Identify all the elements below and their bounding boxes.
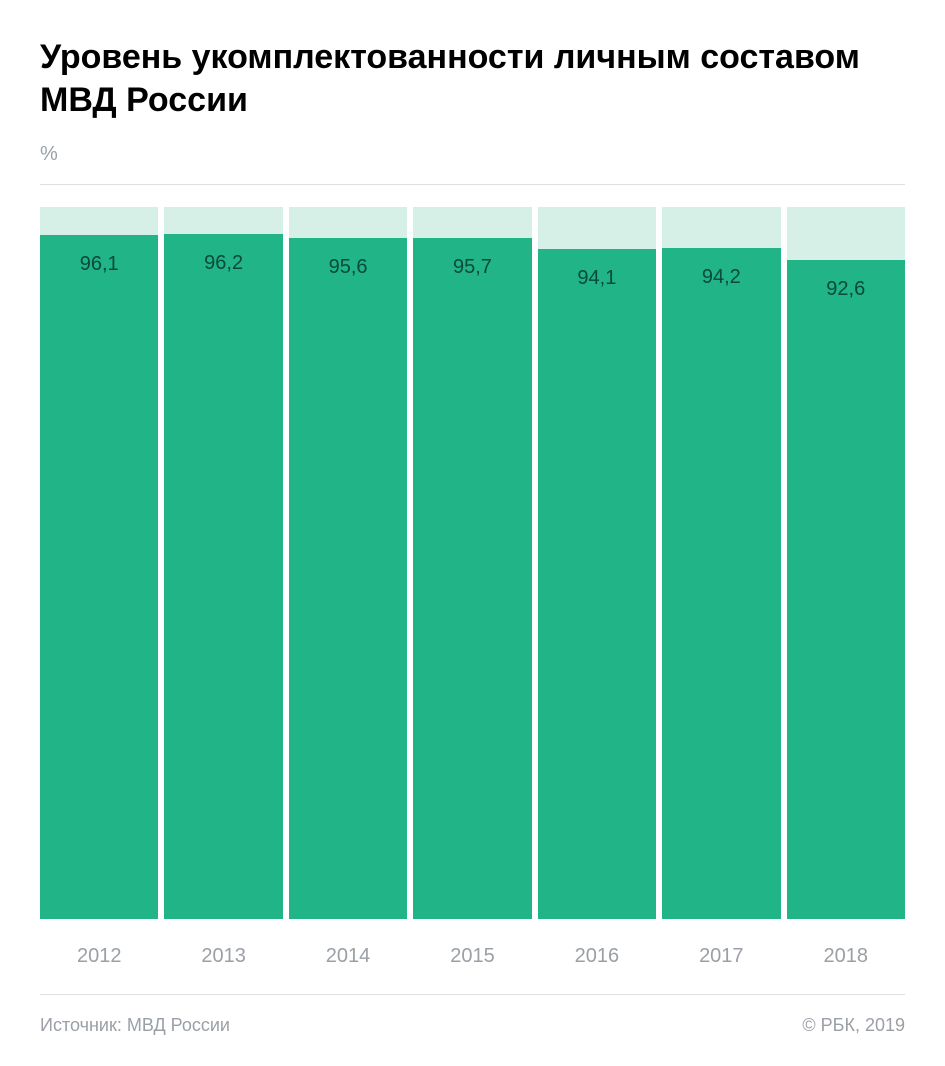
bar-foreground: 96,2	[164, 234, 282, 919]
chart-title: Уровень укомплектованности личным состав…	[40, 36, 905, 121]
x-tick-label: 2014	[289, 945, 407, 968]
bar-column: 94,2	[662, 207, 780, 919]
bar-value-label: 95,6	[289, 256, 407, 279]
bar-value-label: 94,1	[538, 267, 656, 290]
bar-value-label: 94,2	[662, 266, 780, 289]
bar-column: 95,6	[289, 207, 407, 919]
bar-value-label: 96,1	[40, 253, 158, 276]
bar-column: 92,6	[787, 207, 905, 919]
source-label: Источник: МВД России	[40, 1015, 230, 1036]
x-tick-label: 2013	[164, 945, 282, 968]
bar-foreground: 95,7	[413, 238, 531, 919]
bar-column: 95,7	[413, 207, 531, 919]
chart-area: 96,196,295,695,794,194,292,6 20122013201…	[40, 207, 905, 1036]
bar-value-label: 95,7	[413, 256, 531, 279]
bar-value-label: 92,6	[787, 278, 905, 301]
bars-container: 96,1 96,2 95,6 95,7 94,1 94,2 92,6	[40, 207, 905, 919]
copyright-label: © РБК, 2019	[802, 1015, 905, 1036]
bar-foreground: 95,6	[289, 238, 407, 919]
bar-foreground: 96,1	[40, 235, 158, 919]
x-tick-label: 2018	[787, 945, 905, 968]
x-tick-label: 2012	[40, 945, 158, 968]
bar-foreground: 92,6	[787, 260, 905, 919]
bar-foreground: 94,1	[538, 249, 656, 919]
x-axis: 2012 2013 2014 2015 2016 2017 2018	[40, 945, 905, 968]
bar-foreground: 94,2	[662, 248, 780, 919]
bar-column: 94,1	[538, 207, 656, 919]
x-tick-label: 2017	[662, 945, 780, 968]
unit-label: %	[40, 143, 905, 166]
x-tick-label: 2015	[413, 945, 531, 968]
top-divider	[40, 184, 905, 185]
bar-value-label: 96,2	[164, 252, 282, 275]
chart-footer: Источник: МВД России © РБК, 2019	[40, 1015, 905, 1036]
bar-column: 96,2	[164, 207, 282, 919]
bar-column: 96,1	[40, 207, 158, 919]
x-tick-label: 2016	[538, 945, 656, 968]
bottom-divider	[40, 994, 905, 995]
